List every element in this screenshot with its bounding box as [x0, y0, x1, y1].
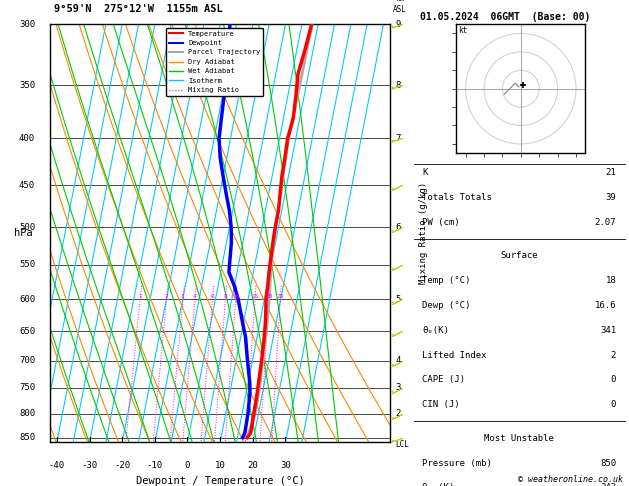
Text: 9°59'N  275°12'W  1155m ASL: 9°59'N 275°12'W 1155m ASL: [53, 4, 223, 14]
Text: 30: 30: [280, 461, 291, 470]
Text: 650: 650: [19, 327, 35, 336]
Text: 3: 3: [181, 295, 185, 299]
Text: 2.07: 2.07: [594, 218, 616, 227]
Text: 350: 350: [19, 81, 35, 90]
Text: 400: 400: [19, 134, 35, 143]
Text: 2: 2: [165, 295, 169, 299]
Text: 39: 39: [606, 193, 616, 202]
Text: 3: 3: [395, 383, 401, 393]
Text: 0: 0: [611, 400, 616, 409]
Text: 8: 8: [395, 81, 401, 90]
Text: Dewpoint / Temperature (°C): Dewpoint / Temperature (°C): [136, 476, 304, 486]
Text: km
ASL: km ASL: [393, 0, 407, 14]
Text: 6: 6: [211, 295, 214, 299]
Text: -30: -30: [81, 461, 97, 470]
Text: 20: 20: [265, 295, 273, 299]
Text: PW (cm): PW (cm): [422, 218, 460, 227]
Text: 2: 2: [395, 409, 401, 418]
Text: CIN (J): CIN (J): [422, 400, 460, 409]
Text: 18: 18: [606, 276, 616, 285]
Text: LCL: LCL: [395, 440, 409, 449]
Text: 16.6: 16.6: [594, 301, 616, 310]
Text: 500: 500: [19, 223, 35, 231]
Text: 4: 4: [193, 295, 197, 299]
Text: 21: 21: [606, 168, 616, 177]
Text: 850: 850: [600, 459, 616, 468]
Text: -20: -20: [114, 461, 130, 470]
Text: 600: 600: [19, 295, 35, 304]
Text: 2: 2: [611, 350, 616, 360]
Text: 25: 25: [277, 295, 284, 299]
Text: 550: 550: [19, 260, 35, 269]
Text: 15: 15: [251, 295, 259, 299]
Text: Most Unstable: Most Unstable: [484, 434, 554, 443]
Text: -40: -40: [49, 461, 65, 470]
Text: Mixing Ratio (g/kg): Mixing Ratio (g/kg): [420, 182, 428, 284]
Text: 450: 450: [19, 181, 35, 190]
Text: 0: 0: [611, 376, 616, 384]
Text: Temp (°C): Temp (°C): [422, 276, 470, 285]
Text: kt: kt: [459, 26, 467, 35]
Text: Totals Totals: Totals Totals: [422, 193, 492, 202]
Text: Dewp (°C): Dewp (°C): [422, 301, 470, 310]
Text: 341: 341: [600, 326, 616, 335]
Text: -10: -10: [147, 461, 163, 470]
Text: 01.05.2024  06GMT  (Base: 00): 01.05.2024 06GMT (Base: 00): [420, 12, 591, 22]
Text: 342: 342: [600, 484, 616, 486]
Text: hPa: hPa: [14, 228, 33, 238]
Text: 7: 7: [395, 134, 401, 143]
Text: 1: 1: [138, 295, 142, 299]
Text: 20: 20: [247, 461, 258, 470]
Text: 0: 0: [185, 461, 190, 470]
Text: Surface: Surface: [501, 251, 538, 260]
Text: 8: 8: [223, 295, 227, 299]
Text: 10: 10: [232, 295, 240, 299]
Text: 750: 750: [19, 383, 35, 393]
Text: 800: 800: [19, 409, 35, 418]
Text: 10: 10: [214, 461, 226, 470]
Text: Lifted Index: Lifted Index: [422, 350, 487, 360]
Text: Pressure (mb): Pressure (mb): [422, 459, 492, 468]
Text: 4: 4: [395, 356, 401, 365]
Text: K: K: [422, 168, 428, 177]
Text: 5: 5: [395, 295, 401, 304]
Text: © weatheronline.co.uk: © weatheronline.co.uk: [518, 474, 623, 484]
Text: 6: 6: [395, 223, 401, 231]
Text: 850: 850: [19, 433, 35, 442]
Text: 700: 700: [19, 356, 35, 365]
Text: 9: 9: [395, 20, 401, 29]
Text: θₑ (K): θₑ (K): [422, 484, 455, 486]
Legend: Temperature, Dewpoint, Parcel Trajectory, Dry Adiabat, Wet Adiabat, Isotherm, Mi: Temperature, Dewpoint, Parcel Trajectory…: [166, 28, 263, 96]
Text: CAPE (J): CAPE (J): [422, 376, 465, 384]
Text: 300: 300: [19, 20, 35, 29]
Text: θₑ(K): θₑ(K): [422, 326, 449, 335]
